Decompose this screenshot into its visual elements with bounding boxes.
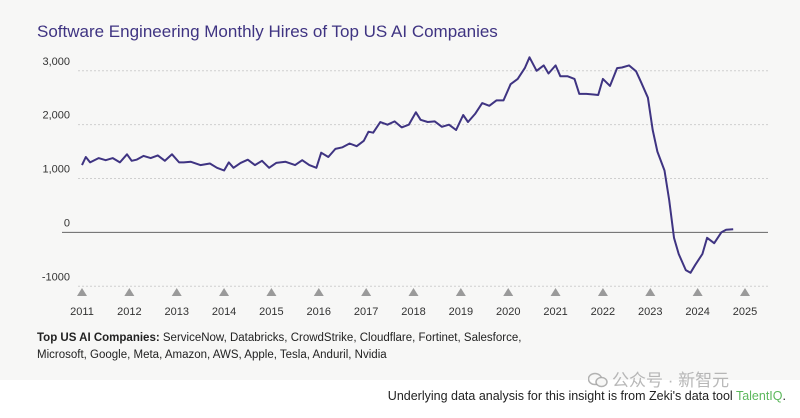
x-tick-marker-2020 bbox=[503, 288, 514, 296]
chart-title: Software Engineering Monthly Hires of To… bbox=[37, 22, 498, 41]
source-suffix: . bbox=[782, 389, 786, 403]
x-tick-marker-2022 bbox=[597, 288, 608, 296]
x-tick-label-2022: 2022 bbox=[591, 306, 615, 318]
x-tick-label-2018: 2018 bbox=[401, 306, 425, 318]
y-tick-label-2000: 2,000 bbox=[42, 110, 70, 122]
x-tick-label-2014: 2014 bbox=[212, 306, 236, 318]
x-tick-marker-2018 bbox=[408, 288, 419, 296]
x-tick-marker-2011 bbox=[77, 288, 87, 296]
companies-list: ServiceNow, Databricks, CrowdStrike, Clo… bbox=[37, 332, 522, 361]
x-tick-label-2013: 2013 bbox=[164, 306, 188, 318]
x-tick-label-2011: 2011 bbox=[70, 306, 94, 318]
watermark-text: 公众号 · 新智元 bbox=[612, 371, 730, 390]
y-tick-label-0: 0 bbox=[64, 217, 70, 229]
x-tick-label-2019: 2019 bbox=[449, 306, 473, 318]
talentiq-link[interactable]: TalentIQ bbox=[735, 389, 783, 403]
watermark: 公众号 · 新智元 bbox=[588, 366, 729, 391]
x-tick-label-2012: 2012 bbox=[117, 306, 141, 318]
x-tick-label-2017: 2017 bbox=[354, 306, 378, 318]
x-tick-marker-2019 bbox=[455, 288, 466, 296]
y-tick-label-3000: 3,000 bbox=[42, 56, 70, 68]
x-tick-label-2015: 2015 bbox=[259, 306, 283, 318]
x-tick-marker-2016 bbox=[313, 288, 324, 296]
x-tick-marker-2012 bbox=[124, 288, 135, 296]
source-note: Underlying data analysis for this insigh… bbox=[388, 389, 786, 403]
line-chart: 3,000 2,000 1,000 0 -1000 2011 2012 2013 2014 201… bbox=[42, 56, 768, 318]
x-tick-marker-2014 bbox=[219, 288, 230, 296]
x-tick-label-2023: 2023 bbox=[638, 306, 662, 318]
x-tick-marker-2024 bbox=[692, 288, 703, 296]
x-tick-label-2024: 2024 bbox=[685, 306, 709, 318]
companies-note: Top US AI Companies: ServiceNow, Databri… bbox=[37, 330, 557, 364]
x-tick-marker-2025 bbox=[740, 288, 750, 296]
companies-label: Top US AI Companies: bbox=[37, 332, 160, 344]
y-tick-label--1000: -1000 bbox=[42, 271, 70, 283]
x-tick-marker-2013 bbox=[171, 288, 182, 296]
wechat-icon bbox=[588, 372, 608, 388]
series-line-0 bbox=[81, 56, 734, 274]
x-tick-marker-2017 bbox=[361, 288, 372, 296]
x-tick-marker-2015 bbox=[266, 288, 277, 296]
x-tick-label-2016: 2016 bbox=[307, 306, 331, 318]
y-tick-label-1000: 1,000 bbox=[42, 164, 70, 176]
x-tick-label-2025: 2025 bbox=[733, 306, 757, 318]
x-tick-marker-2021 bbox=[550, 288, 561, 296]
source-prefix: Underlying data analysis for this insigh… bbox=[387, 389, 736, 403]
x-tick-marker-2023 bbox=[645, 288, 656, 296]
x-tick-label-2021: 2021 bbox=[543, 306, 567, 318]
x-tick-label-2020: 2020 bbox=[496, 306, 520, 318]
